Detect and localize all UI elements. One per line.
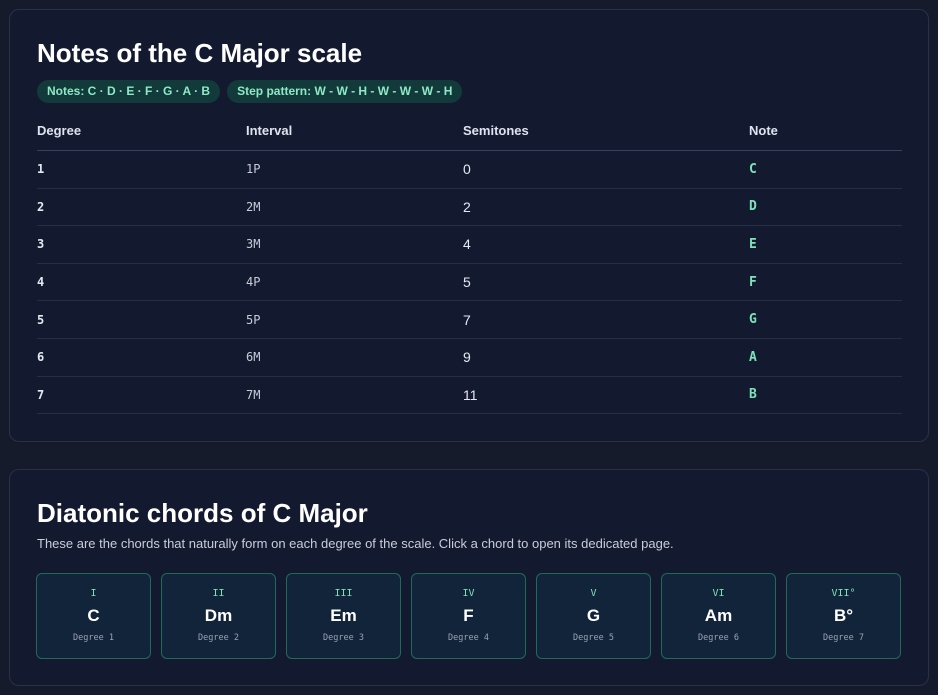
table-row: 4 4P 5 F — [37, 264, 902, 302]
interval-cell: 1P — [246, 162, 261, 177]
note-cell: F — [749, 274, 757, 290]
interval-cell: 4P — [246, 275, 261, 290]
chord-name: B° — [833, 606, 854, 625]
degree-cell: 3 — [37, 237, 45, 252]
chord-card-ii[interactable]: II Dm Degree 2 — [161, 573, 276, 659]
chord-degree-label: Degree 6 — [698, 633, 739, 643]
chord-degree-label: Degree 2 — [198, 633, 239, 643]
chord-roman-numeral: V — [590, 588, 597, 599]
note-cell: G — [749, 312, 757, 328]
chord-card-i[interactable]: I C Degree 1 — [36, 573, 151, 659]
interval-cell: 5P — [246, 312, 261, 327]
chord-roman-numeral: IV — [462, 588, 475, 599]
column-header-interval: Interval — [246, 123, 293, 138]
table-row: 1 1P 0 C — [37, 151, 902, 189]
chord-roman-numeral: I — [90, 588, 97, 599]
scale-badges: Notes: C · D · E · F · G · A · B Step pa… — [37, 80, 463, 103]
chords-description: These are the chords that naturally form… — [37, 536, 674, 551]
chord-degree-label: Degree 5 — [573, 633, 614, 643]
chord-degree-label: Degree 3 — [323, 633, 364, 643]
table-row: 3 3M 4 E — [37, 226, 902, 264]
interval-cell: 6M — [246, 350, 261, 365]
semitones-cell: 0 — [463, 161, 471, 178]
column-header-semitones: Semitones — [463, 123, 529, 138]
chord-name: F — [463, 606, 474, 625]
chord-degree-label: Degree 7 — [823, 633, 864, 643]
chord-name: Dm — [204, 606, 233, 625]
semitones-cell: 4 — [463, 236, 471, 253]
degree-cell: 5 — [37, 312, 45, 327]
semitones-cell: 9 — [463, 349, 471, 366]
chord-card-v[interactable]: V G Degree 5 — [536, 573, 651, 659]
chord-card-iv[interactable]: IV F Degree 4 — [411, 573, 526, 659]
chord-degree-label: Degree 1 — [73, 633, 114, 643]
notes-badge: Notes: C · D · E · F · G · A · B — [37, 80, 221, 103]
chord-name: Am — [704, 606, 733, 625]
interval-cell: 7M — [246, 387, 261, 402]
chord-degree-label: Degree 4 — [448, 633, 489, 643]
degree-cell: 7 — [37, 387, 45, 402]
table-row: 2 2M 2 D — [37, 189, 902, 227]
scale-notes-table: Degree Interval Semitones Note 1 1P 0 C … — [37, 118, 902, 415]
chord-grid: I C Degree 1 II Dm Degree 2 III Em Degre… — [36, 573, 901, 659]
note-cell: B — [749, 387, 757, 403]
chords-title: Diatonic chords of C Major — [37, 498, 368, 528]
chord-name: Em — [330, 606, 357, 625]
step-pattern-badge: Step pattern: W - W - H - W - W - W - H — [227, 80, 463, 103]
degree-cell: 4 — [37, 275, 45, 290]
note-cell: A — [749, 349, 757, 365]
chord-name: C — [87, 606, 100, 625]
column-header-degree: Degree — [37, 123, 82, 138]
note-cell: E — [749, 236, 757, 252]
chord-card-vi[interactable]: VI Am Degree 6 — [661, 573, 776, 659]
chord-card-vii[interactable]: VII° B° Degree 7 — [786, 573, 901, 659]
chord-card-iii[interactable]: III Em Degree 3 — [286, 573, 401, 659]
semitones-cell: 5 — [463, 274, 471, 291]
semitones-cell: 11 — [463, 386, 478, 403]
chord-roman-numeral: VII° — [831, 588, 856, 599]
note-cell: C — [749, 161, 757, 177]
degree-cell: 1 — [37, 162, 45, 177]
chord-roman-numeral: VI — [712, 588, 725, 599]
table-header: Degree Interval Semitones Note — [37, 118, 902, 151]
chord-roman-numeral: II — [212, 588, 225, 599]
scale-title: Notes of the C Major scale — [37, 38, 363, 68]
table-row: 5 5P 7 G — [37, 301, 902, 339]
degree-cell: 6 — [37, 350, 45, 365]
column-header-note: Note — [749, 123, 778, 138]
chord-name: G — [586, 606, 601, 625]
table-row: 7 7M 11 B — [37, 377, 902, 415]
interval-cell: 3M — [246, 237, 261, 252]
table-row: 6 6M 9 A — [37, 339, 902, 377]
semitones-cell: 7 — [463, 311, 471, 328]
chord-roman-numeral: III — [334, 588, 353, 599]
semitones-cell: 2 — [463, 198, 471, 215]
diatonic-chords-card: Diatonic chords of C Major These are the… — [9, 469, 929, 686]
interval-cell: 2M — [246, 199, 261, 214]
scale-notes-card: Notes of the C Major scale Notes: C · D … — [9, 9, 929, 442]
degree-cell: 2 — [37, 199, 45, 214]
note-cell: D — [749, 199, 757, 215]
